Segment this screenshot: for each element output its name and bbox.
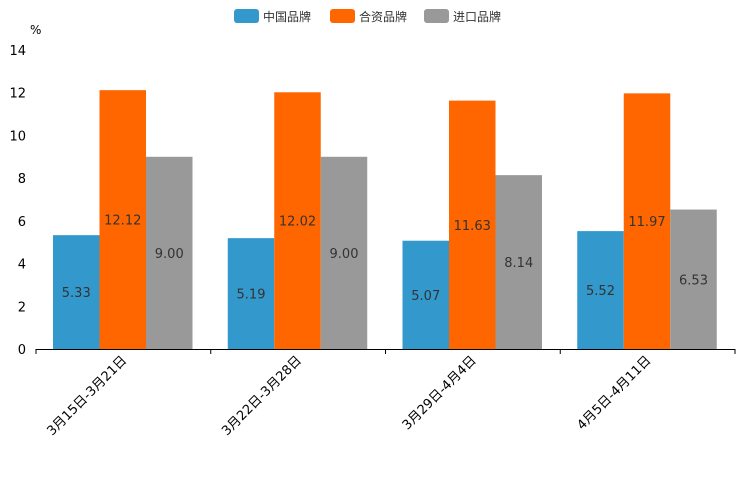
- bar[interactable]: [577, 231, 624, 349]
- data-label: 9.00: [330, 247, 359, 262]
- bar[interactable]: [99, 90, 147, 349]
- data-label: 5.07: [411, 289, 440, 304]
- bar[interactable]: [670, 209, 717, 349]
- y-tick-label: 8: [18, 172, 26, 187]
- data-label: 5.33: [62, 286, 91, 301]
- bar[interactable]: [623, 93, 671, 349]
- legend-item[interactable]: 合资品牌: [330, 9, 407, 24]
- bar[interactable]: [449, 100, 496, 350]
- legend: 中国品牌 合资品牌 进口品牌: [234, 9, 501, 24]
- y-tick-label: 14: [9, 44, 26, 59]
- data-label: 12.02: [279, 215, 316, 230]
- y-axis: 0 2 4 6 8 10 12 14: [9, 44, 26, 358]
- bars: 5.33 12.12 9.00 5.19 12.02 9.00 5.07 11.63 8.14 5…: [53, 90, 717, 350]
- legend-label: 进口品牌: [453, 10, 501, 24]
- legend-label: 中国品牌: [263, 9, 311, 24]
- legend-swatch: [234, 9, 259, 23]
- y-axis-unit: %: [30, 23, 41, 37]
- bar[interactable]: [274, 92, 321, 349]
- bar[interactable]: [146, 156, 193, 349]
- legend-swatch: [330, 9, 355, 23]
- y-tick-label: 6: [18, 215, 26, 230]
- bar[interactable]: [495, 175, 543, 349]
- legend-swatch: [424, 9, 449, 23]
- y-tick-label: 0: [18, 343, 26, 358]
- legend-item[interactable]: 中国品牌: [234, 9, 311, 24]
- x-tick-label: 4月5日-4月11日: [575, 353, 655, 433]
- legend-item[interactable]: 进口品牌: [424, 9, 501, 24]
- y-tick-label: 4: [18, 258, 26, 273]
- data-label: 12.12: [104, 214, 141, 229]
- y-tick-label: 2: [18, 300, 26, 315]
- x-tick-label: 3月29日-4月4日: [400, 353, 480, 433]
- x-tick-label: 3月15日-3月21日: [44, 353, 130, 439]
- bar[interactable]: [320, 156, 368, 349]
- bar[interactable]: [53, 235, 100, 349]
- x-tick-label: 3月22日-3月28日: [219, 353, 305, 439]
- x-axis: 3月15日-3月21日 3月22日-3月28日 3月29日-4月4日 4月5日-4月1…: [35, 349, 736, 439]
- data-label: 9.00: [155, 247, 184, 262]
- legend-label: 合资品牌: [359, 9, 407, 24]
- bar[interactable]: [227, 238, 275, 349]
- y-tick-label: 10: [9, 129, 26, 144]
- data-label: 6.53: [679, 273, 708, 288]
- data-label: 8.14: [504, 256, 533, 271]
- data-label: 11.97: [628, 215, 665, 230]
- data-label: 5.52: [586, 284, 615, 299]
- data-label: 11.63: [454, 219, 491, 234]
- y-tick-label: 12: [9, 87, 26, 102]
- data-label: 5.19: [237, 288, 266, 303]
- bar[interactable]: [402, 240, 450, 349]
